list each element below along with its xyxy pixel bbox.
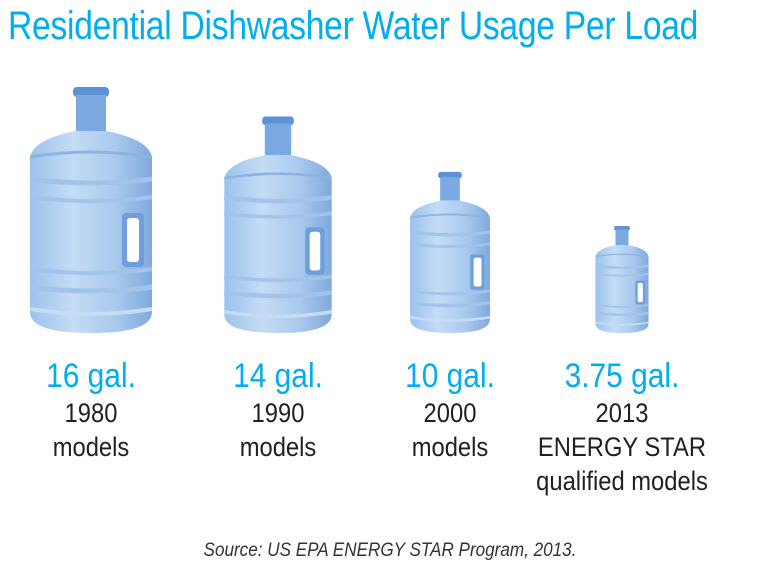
water-jug-icon xyxy=(408,170,492,335)
category-label: 1990 xyxy=(251,398,305,428)
item-label-group: 14 gal. 1990 models xyxy=(158,356,398,464)
category-label: models xyxy=(239,432,317,462)
value-label: 10 gal. xyxy=(405,357,495,395)
value-label: 14 gal. xyxy=(233,357,323,395)
category-label: 1980 xyxy=(64,398,118,428)
category-label: models xyxy=(52,432,130,462)
water-jug-icon xyxy=(594,224,650,335)
source-note: Source: US EPA ENERGY STAR Program, 2013… xyxy=(203,540,577,561)
category-label: 2013 xyxy=(595,398,649,428)
item-label-group: 16 gal. 1980 models xyxy=(0,356,211,464)
category-label: models xyxy=(411,432,489,462)
chart-title: Residential Dishwasher Water Usage Per L… xyxy=(8,4,699,48)
item-label-group: 10 gal. 2000 models xyxy=(330,356,570,464)
item-label-group: 3.75 gal. 2013 ENERGY STAR qualified models xyxy=(502,356,742,498)
value-label: 16 gal. xyxy=(46,357,136,395)
category-label: 2000 xyxy=(423,398,477,428)
value-label: 3.75 gal. xyxy=(564,357,680,395)
category-label: qualified models xyxy=(536,466,708,496)
category-label: ENERGY STAR xyxy=(537,432,707,462)
water-jug-icon xyxy=(30,87,152,333)
water-jug-icon xyxy=(224,117,331,333)
